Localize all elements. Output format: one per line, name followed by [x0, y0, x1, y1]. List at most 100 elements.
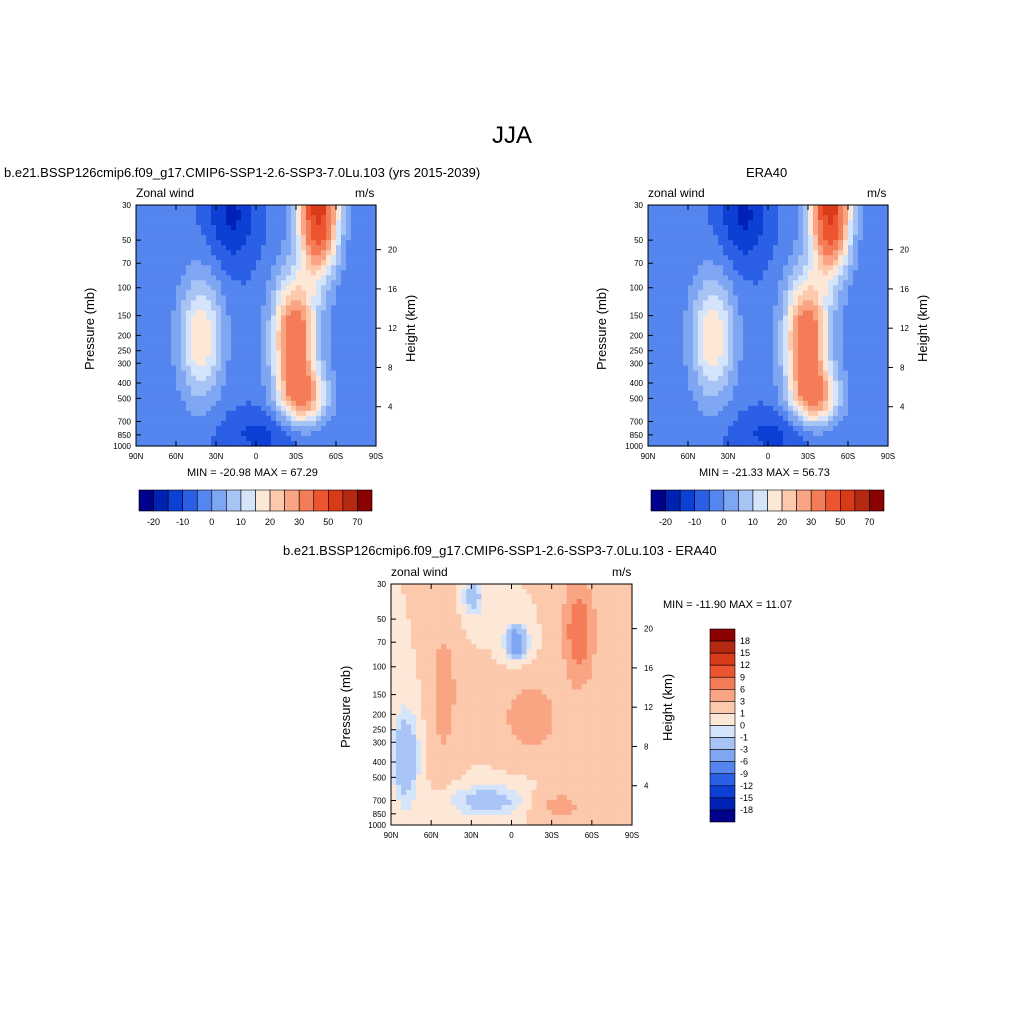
contour-cell: [221, 235, 227, 241]
contour-cell: [678, 280, 684, 286]
contour-cell: [291, 330, 297, 337]
contour-cell: [728, 230, 734, 236]
contour-cell: [823, 255, 829, 261]
contour-cell: [226, 270, 232, 276]
contour-cell: [246, 255, 252, 261]
contour-cell: [286, 360, 292, 367]
contour-cell: [788, 330, 794, 337]
contour-cell: [688, 265, 694, 271]
contour-cell: [663, 330, 669, 337]
contour-cell: [683, 215, 689, 221]
contour-cell: [166, 370, 172, 377]
contour-cell: [743, 330, 749, 337]
contour-cell: [241, 280, 247, 286]
contour-cell: [873, 320, 879, 327]
contour-cell: [728, 405, 734, 412]
contour-cell: [151, 355, 157, 362]
contour-cell: [713, 425, 719, 432]
contour-cell: [221, 345, 227, 352]
contour-cell: [306, 290, 312, 296]
contour-cell: [256, 320, 262, 327]
contour-cell: [853, 275, 859, 281]
contour-cell: [658, 415, 664, 422]
contour-cell: [823, 360, 829, 367]
contour-cell: [436, 604, 442, 610]
contour-cell: [693, 245, 699, 251]
contour-cell: [221, 435, 227, 442]
contour-cell: [758, 285, 764, 291]
contour-cell: [236, 310, 242, 317]
contour-cell: [658, 440, 664, 447]
contour-cell: [266, 255, 272, 261]
contour-cell: [648, 275, 654, 281]
contour-cell: [823, 400, 829, 407]
contour-cell: [673, 375, 679, 382]
contour-cell: [211, 405, 217, 412]
contour-cell: [828, 330, 834, 337]
contour-cell: [818, 210, 824, 216]
contour-cell: [803, 410, 809, 417]
contour-cell: [848, 280, 854, 286]
contour-cell: [281, 320, 287, 327]
x-tick-label: 30N: [721, 452, 736, 461]
contour-cell: [698, 310, 704, 317]
contour-cell: [823, 235, 829, 241]
contour-cell: [361, 300, 367, 307]
contour-cell: [366, 420, 372, 427]
contour-cell: [823, 245, 829, 251]
contour-cell: [186, 250, 192, 256]
contour-cell: [256, 225, 262, 231]
contour-cell: [246, 380, 252, 387]
contour-cell: [778, 440, 784, 447]
contour-cell: [266, 205, 272, 211]
contour-cell: [833, 375, 839, 382]
contour-cell: [321, 430, 327, 437]
contour-cell: [326, 245, 332, 251]
contour-cell: [286, 210, 292, 216]
contour-cell: [351, 335, 357, 342]
contour-cell: [708, 400, 714, 407]
contour-cell: [858, 370, 864, 377]
contour-cell: [663, 415, 669, 422]
contour-cell: [146, 280, 152, 286]
contour-cell: [783, 305, 789, 312]
contour-cell: [271, 415, 277, 422]
contour-cell: [653, 270, 659, 276]
contour-cell: [828, 415, 834, 422]
contour-cell: [186, 365, 192, 372]
contour-cell: [346, 250, 352, 256]
contour-cell: [361, 375, 367, 382]
contour-cell: [878, 280, 884, 286]
contour-cell: [181, 300, 187, 307]
contour-cell: [161, 265, 167, 271]
contour-cell: [196, 360, 202, 367]
contour-cell: [728, 205, 734, 211]
contour-cell: [356, 315, 362, 322]
contour-cell: [221, 215, 227, 221]
contour-cell: [181, 330, 187, 337]
contour-cell: [758, 315, 764, 322]
contour-cell: [326, 210, 332, 216]
contour-cell: [878, 380, 884, 387]
contour-cell: [186, 415, 192, 422]
contour-cell: [673, 230, 679, 236]
contour-cell: [261, 350, 267, 357]
contour-cell: [306, 245, 312, 251]
contour-cell: [206, 280, 212, 286]
contour-cell: [276, 330, 282, 337]
contour-cell: [201, 430, 207, 437]
contour-cell: [166, 275, 172, 281]
contour-cell: [186, 300, 192, 307]
contour-cell: [146, 225, 152, 231]
contour-cell: [146, 420, 152, 427]
contour-cell: [226, 395, 232, 402]
contour-cell: [361, 330, 367, 337]
contour-cell: [828, 270, 834, 276]
contour-cell: [301, 345, 307, 352]
contour-cell: [301, 370, 307, 377]
contour-cell: [156, 385, 162, 392]
contour-cell: [426, 589, 432, 595]
contour-cell: [316, 420, 322, 427]
contour-cell: [371, 215, 377, 221]
contour-cell: [351, 410, 357, 417]
